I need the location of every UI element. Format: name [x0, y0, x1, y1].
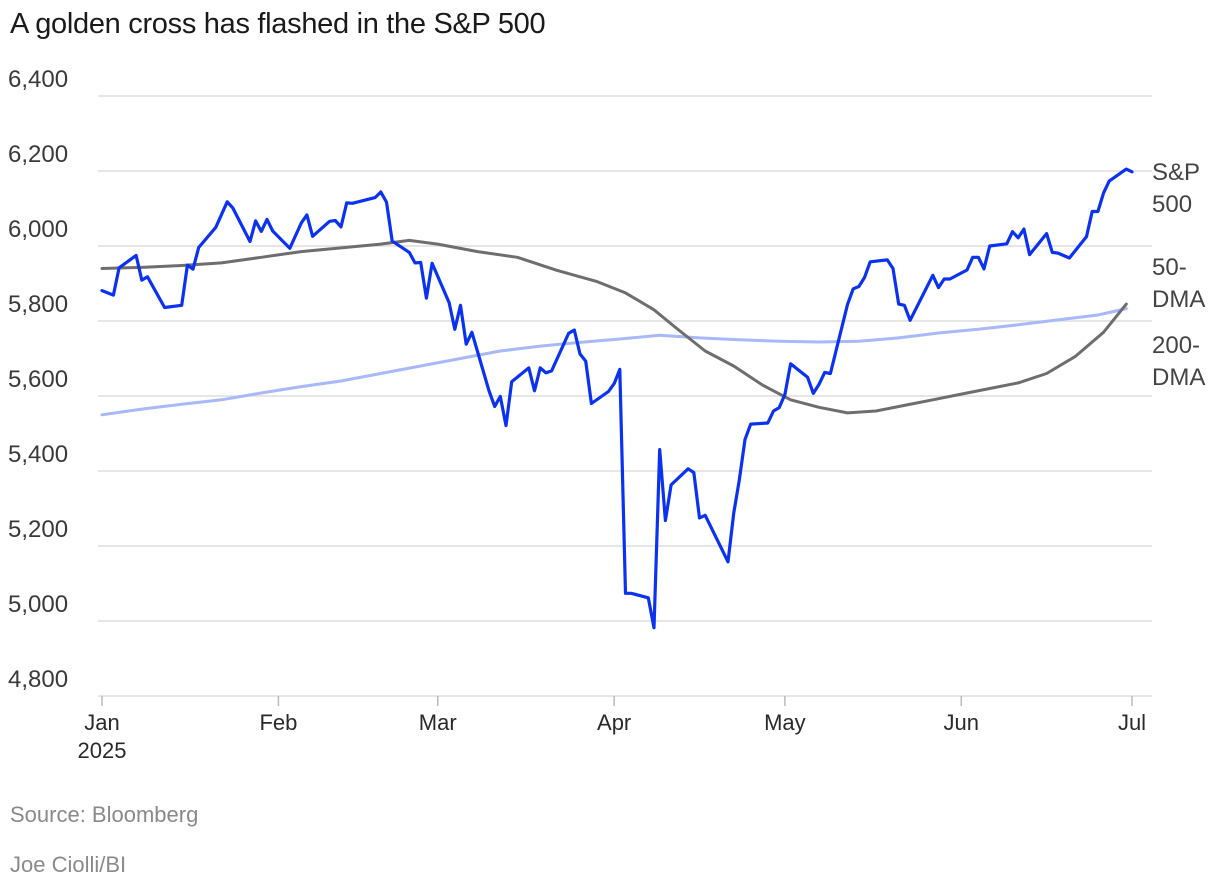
- y-axis-ticks: 4,800 5,000 5,200 5,400 5,600 5,800 6,000 6,200…: [8, 66, 68, 693]
- series-label-200-dma: 200-: [1152, 332, 1200, 359]
- y-tick-label: 5,400: [8, 441, 68, 468]
- y-tick-label: 5,000: [8, 591, 68, 618]
- x-tick-label: Feb: [259, 710, 297, 735]
- y-tick-label: 5,200: [8, 516, 68, 543]
- series-line-s-p-500: [100, 167, 1134, 630]
- y-tick-label: 5,600: [8, 366, 68, 393]
- y-tick-label: 5,800: [8, 291, 68, 318]
- x-tick-label: May: [764, 710, 806, 735]
- series-labels: 200- DMA 50- DMA S&P 500: [1152, 159, 1205, 391]
- y-tick-label: 4,800: [8, 666, 68, 693]
- series-label-50-dma: 50-: [1152, 254, 1187, 281]
- y-tick-label: 6,400: [8, 66, 68, 93]
- x-tick-label: Mar: [419, 710, 457, 735]
- x-tick-label: Jul: [1118, 710, 1146, 735]
- x-tick-sublabel: 2025: [78, 738, 127, 763]
- y-tick-label: 6,200: [8, 141, 68, 168]
- y-tick-label: 6,000: [8, 216, 68, 243]
- x-tick-label: Apr: [597, 710, 631, 735]
- series-line-200-dma: [100, 307, 1128, 417]
- x-axis-ticks: Jan 2025 Feb Mar Apr May Jun Jul: [78, 696, 1146, 763]
- author-credit: Joe Ciolli/BI: [10, 852, 127, 877]
- series-label-s-p-500: 500: [1152, 191, 1192, 218]
- series-label-200-dma: DMA: [1152, 364, 1205, 391]
- series-label-s-p-500: S&P: [1152, 159, 1200, 186]
- x-tick-label: Jan: [84, 710, 119, 735]
- source-note: Source: Bloomberg: [10, 802, 199, 827]
- series-lines: [100, 167, 1134, 630]
- series-label-50-dma: DMA: [1152, 286, 1205, 313]
- x-tick-label: Jun: [944, 710, 979, 735]
- chart-title: A golden cross has flashed in the S&P 50…: [10, 8, 546, 40]
- gridlines: [98, 95, 1152, 697]
- series-line-50-dma: [100, 238, 1128, 415]
